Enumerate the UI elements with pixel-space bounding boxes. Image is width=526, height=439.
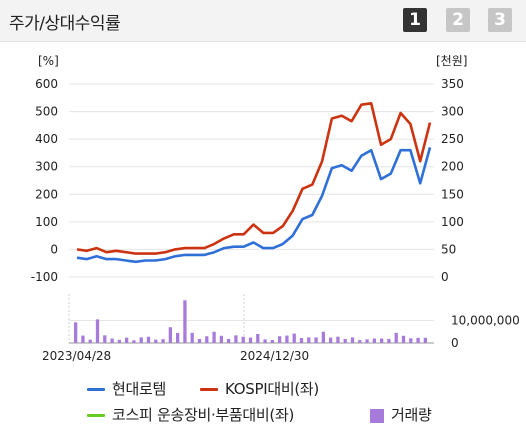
volume-bar bbox=[256, 334, 260, 343]
volume-bar bbox=[314, 337, 318, 343]
right-tick-label: 300 bbox=[441, 105, 464, 119]
volume-bar bbox=[358, 340, 362, 343]
legend-swatch-kospi bbox=[200, 388, 218, 391]
right-tick-label: 150 bbox=[441, 187, 464, 201]
volume-bar bbox=[321, 331, 325, 343]
left-tick-label: 100 bbox=[35, 215, 58, 229]
volume-bar bbox=[146, 336, 151, 343]
volume-bar bbox=[401, 335, 406, 343]
right-tick-label: 50 bbox=[441, 242, 456, 256]
left-tick-label: 500 bbox=[35, 105, 58, 119]
volume-bar bbox=[387, 338, 391, 343]
volume-bar bbox=[110, 338, 114, 343]
chart-header: 주가/상대수익률 1 2 3 bbox=[0, 0, 526, 42]
legend-swatch-sector bbox=[87, 414, 105, 417]
volume-bar bbox=[132, 340, 136, 343]
legend-item-sector[interactable]: 코스피 운송장비·부품대비(좌) bbox=[87, 404, 294, 425]
right-tick-label: 350 bbox=[441, 77, 464, 91]
tab-3-button[interactable]: 3 bbox=[488, 8, 512, 32]
volume-bar bbox=[336, 336, 340, 343]
volume-bars bbox=[74, 300, 427, 343]
volume-bar bbox=[409, 338, 413, 343]
left-axis: 600 500 400 300 200 100 0 -100 bbox=[31, 77, 58, 284]
series-line-1 bbox=[76, 101, 432, 255]
legend-swatch-hyundai-rotem bbox=[87, 388, 105, 391]
volume-bar bbox=[234, 335, 238, 343]
right-tick-label: 100 bbox=[441, 215, 464, 229]
volume-tick-label: 10,000,000 bbox=[451, 314, 520, 328]
volume-bar bbox=[103, 335, 107, 343]
volume-bar bbox=[380, 338, 384, 343]
left-unit-label: [%] bbox=[38, 54, 59, 68]
volume-bar bbox=[154, 339, 158, 343]
volume-bar bbox=[205, 336, 209, 343]
volume-bar bbox=[299, 338, 304, 343]
legend-label: 현대로템 bbox=[112, 380, 167, 398]
volume-bar bbox=[183, 300, 187, 343]
legend-item-hyundai-rotem[interactable]: 현대로템 bbox=[87, 378, 166, 399]
tab-2-button[interactable]: 2 bbox=[446, 8, 470, 32]
volume-bar bbox=[394, 332, 398, 343]
legend-swatch-volume bbox=[370, 408, 384, 423]
left-tick-label: 400 bbox=[35, 132, 58, 146]
volume-bar bbox=[263, 339, 267, 343]
volume-bar bbox=[117, 339, 121, 343]
volume-bar bbox=[416, 337, 420, 343]
volume-bar bbox=[168, 327, 172, 343]
volume-bar bbox=[212, 331, 216, 343]
left-tick-label: -100 bbox=[31, 270, 58, 284]
chart-title: 주가/상대수익률 bbox=[9, 14, 121, 34]
left-tick-label: 300 bbox=[35, 160, 58, 174]
volume-bar bbox=[125, 337, 129, 343]
volume-bar bbox=[372, 338, 376, 343]
volume-bar bbox=[365, 339, 369, 343]
legend-label: KOSPI대비(좌) bbox=[225, 380, 319, 398]
volume-bar bbox=[278, 336, 282, 343]
grid-lines bbox=[68, 83, 434, 344]
right-unit-label: [천원] bbox=[436, 53, 467, 68]
legend-item-volume[interactable]: 거래량 bbox=[370, 404, 432, 425]
volume-bar bbox=[227, 338, 231, 343]
series-lines bbox=[76, 101, 432, 264]
left-tick-label: 200 bbox=[35, 187, 58, 201]
x-tick-label: 2023/04/28 bbox=[42, 349, 111, 363]
right-tick-label: 0 bbox=[441, 270, 449, 284]
legend-label: 코스피 운송장비·부품대비(좌) bbox=[112, 406, 295, 424]
volume-bar bbox=[292, 333, 296, 343]
volume-bar bbox=[219, 335, 223, 343]
left-tick-label: 600 bbox=[35, 77, 58, 91]
volume-bar bbox=[343, 338, 347, 343]
volume-bar bbox=[248, 337, 253, 343]
volume-bar bbox=[190, 332, 194, 343]
left-tick-label: 0 bbox=[50, 242, 58, 256]
volume-bar bbox=[197, 338, 202, 343]
volume-bar bbox=[176, 332, 180, 343]
series-line-0 bbox=[76, 147, 432, 264]
volume-bar bbox=[423, 337, 427, 343]
right-tick-label: 250 bbox=[441, 132, 464, 146]
right-axis: 350 300 250 200 150 100 50 0 bbox=[441, 77, 464, 284]
volume-bar bbox=[270, 340, 274, 343]
legend-label: 거래량 bbox=[391, 406, 432, 424]
volume-bar bbox=[329, 337, 333, 343]
volume-tick-label: 0 bbox=[451, 336, 459, 350]
volume-bar bbox=[95, 319, 100, 343]
right-tick-label: 200 bbox=[441, 160, 464, 174]
volume-bar bbox=[139, 337, 143, 343]
x-axis: 2023/04/28 2024/12/30 bbox=[42, 349, 309, 363]
volume-bar bbox=[307, 337, 311, 343]
volume-bar bbox=[241, 336, 245, 343]
x-tick-label: 2024/12/30 bbox=[240, 349, 309, 363]
tab-1-button[interactable]: 1 bbox=[403, 8, 427, 32]
legend-item-kospi[interactable]: KOSPI대비(좌) bbox=[200, 378, 319, 399]
volume-axis: 10,000,000 0 bbox=[451, 314, 520, 351]
volume-bar bbox=[350, 337, 355, 343]
legend: 현대로템 KOSPI대비(좌) 코스피 운송장비·부품대비(좌) 거래량 bbox=[0, 374, 526, 439]
volume-bar bbox=[161, 339, 165, 343]
volume-bar bbox=[81, 335, 85, 343]
volume-bar bbox=[88, 339, 92, 343]
volume-bar bbox=[285, 335, 289, 343]
volume-bar bbox=[74, 322, 78, 343]
